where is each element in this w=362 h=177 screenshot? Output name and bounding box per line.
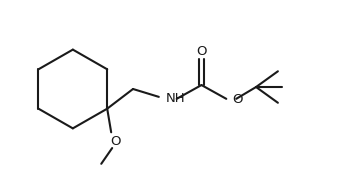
Text: O: O <box>110 135 121 148</box>
Text: NH: NH <box>166 92 185 105</box>
Text: O: O <box>232 93 243 106</box>
Text: O: O <box>196 45 207 58</box>
